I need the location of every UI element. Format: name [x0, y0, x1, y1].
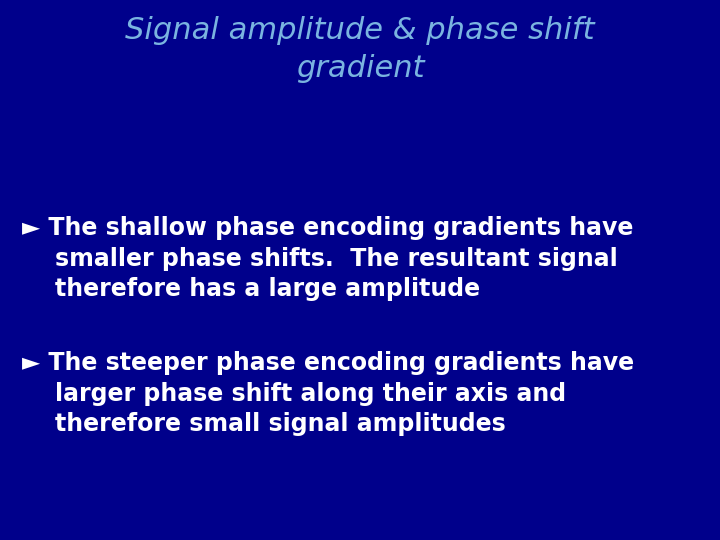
Text: ► The steeper phase encoding gradients have
    larger phase shift along their a: ► The steeper phase encoding gradients h… — [22, 351, 634, 436]
Text: Signal amplitude & phase shift
gradient: Signal amplitude & phase shift gradient — [125, 16, 595, 83]
Text: ► The shallow phase encoding gradients have
    smaller phase shifts.  The resul: ► The shallow phase encoding gradients h… — [22, 216, 633, 301]
